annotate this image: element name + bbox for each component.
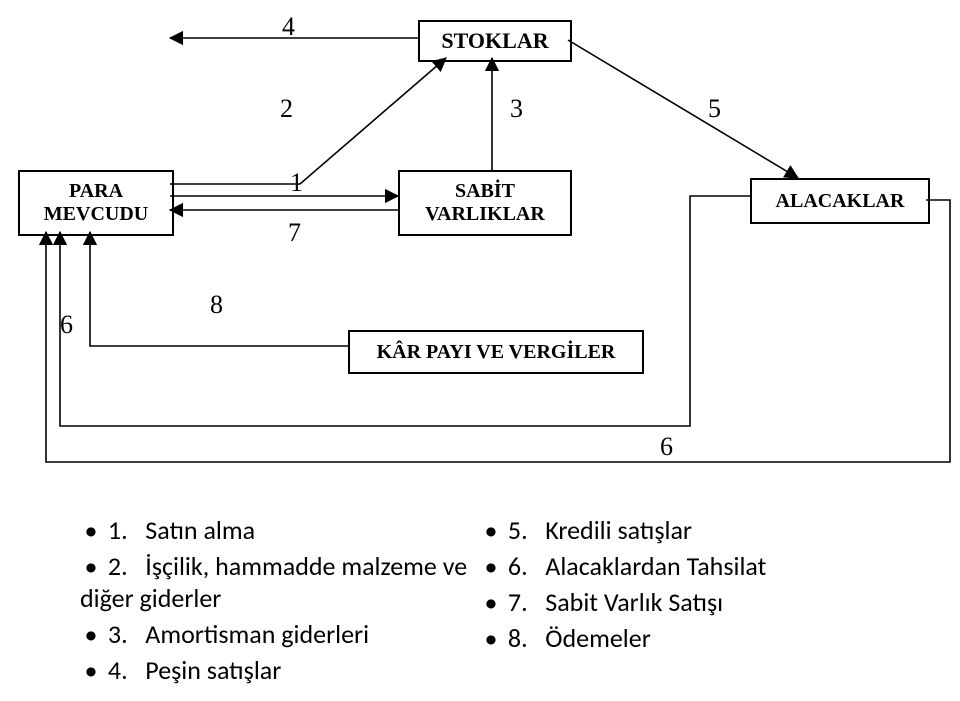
legend-num: 2.	[108, 550, 128, 582]
diagram-page: { "canvas": { "width": 960, "height": 70…	[0, 0, 960, 701]
legend-text: İşçilik, hammadde malzeme ve diğer gider…	[80, 550, 467, 614]
legend-text: Kredili satışlar	[545, 514, 692, 546]
edge-label-6-lower: 6	[660, 432, 673, 462]
legend-item-8: • 8. Ödemeler	[480, 622, 860, 654]
legend-text: Alacaklardan Tahsilat	[545, 550, 766, 582]
legend-num: 7.	[508, 586, 528, 618]
legend-text: Sabit Varlık Satışı	[545, 586, 723, 618]
edge-label-8: 8	[210, 290, 223, 320]
edge-label-6-upper: 6	[60, 310, 73, 340]
legend-col-left: • 1. Satın alma • 2. İşçilik, hammadde m…	[80, 510, 480, 690]
edge-label-2: 2	[280, 94, 293, 124]
legend-num: 5.	[508, 514, 528, 546]
edge-label-4: 4	[282, 12, 295, 42]
legend-num: 8.	[508, 622, 528, 654]
edge-e6a	[60, 196, 750, 426]
legend-item-3: • 3. Amortisman giderleri	[80, 618, 480, 650]
legend-text: Peşin satışlar	[145, 654, 281, 686]
edge-label-1: 1	[290, 168, 303, 198]
legend-num: 6.	[508, 550, 528, 582]
legend-num: 3.	[108, 618, 128, 650]
legend-item-7: • 7. Sabit Varlık Satışı	[480, 586, 860, 618]
edge-e5	[568, 40, 798, 178]
edge-label-7: 7	[288, 218, 301, 248]
edge-e2	[170, 58, 446, 184]
legend-text: Satın alma	[145, 514, 255, 546]
edge-label-3: 3	[510, 94, 523, 124]
edge-label-5: 5	[708, 94, 721, 124]
legend-item-6: • 6. Alacaklardan Tahsilat	[480, 550, 860, 582]
edge-e6b	[46, 200, 950, 462]
legend-item-2: • 2. İşçilik, hammadde malzeme ve diğer …	[80, 550, 480, 614]
legend-item-5: • 5. Kredili satışlar	[480, 514, 860, 546]
legend-num: 4.	[108, 654, 128, 686]
legend-item-1: • 1. Satın alma	[80, 514, 480, 546]
legend-item-4: • 4. Peşin satışlar	[80, 654, 480, 686]
legend-text: Amortisman giderleri	[145, 618, 369, 650]
legend: • 1. Satın alma • 2. İşçilik, hammadde m…	[80, 510, 860, 690]
edge-e8	[90, 232, 348, 346]
legend-num: 1.	[108, 514, 128, 546]
legend-col-right: • 5. Kredili satışlar • 6. Alacaklardan …	[480, 510, 860, 658]
legend-text: Ödemeler	[545, 622, 651, 654]
